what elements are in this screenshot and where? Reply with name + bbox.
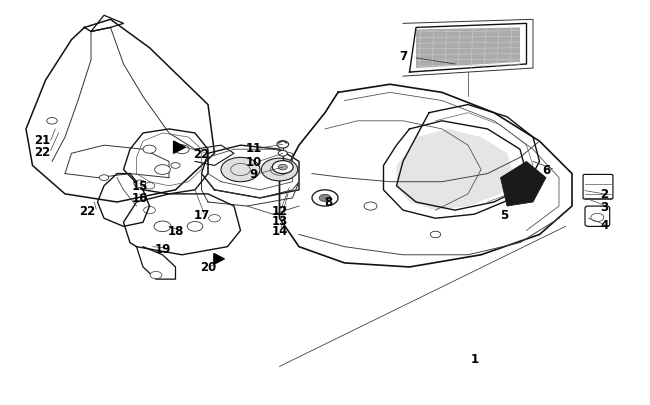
Text: 20: 20 <box>200 261 216 274</box>
Circle shape <box>278 151 287 157</box>
Circle shape <box>261 159 298 181</box>
Text: 9: 9 <box>250 168 257 181</box>
Text: 22: 22 <box>194 147 209 160</box>
Circle shape <box>171 163 180 169</box>
Polygon shape <box>174 142 185 154</box>
Text: 16: 16 <box>131 192 148 205</box>
Text: 22: 22 <box>34 145 51 158</box>
Text: 2: 2 <box>601 188 608 201</box>
FancyBboxPatch shape <box>583 175 613 200</box>
Text: 19: 19 <box>154 243 171 256</box>
Text: 5: 5 <box>500 208 508 221</box>
Polygon shape <box>396 130 514 211</box>
Circle shape <box>312 190 338 207</box>
Text: 13: 13 <box>272 214 287 227</box>
Text: 3: 3 <box>601 200 608 213</box>
Circle shape <box>319 195 331 202</box>
Text: 12: 12 <box>272 204 287 217</box>
Text: 1: 1 <box>471 352 478 365</box>
Text: 22: 22 <box>79 204 96 217</box>
Text: 21: 21 <box>34 133 51 146</box>
Polygon shape <box>214 254 224 264</box>
Circle shape <box>364 202 377 211</box>
Circle shape <box>150 272 162 279</box>
FancyBboxPatch shape <box>585 207 610 227</box>
Circle shape <box>278 165 287 171</box>
Text: 7: 7 <box>399 50 407 63</box>
Text: 10: 10 <box>246 156 261 168</box>
Circle shape <box>143 146 156 154</box>
Text: 4: 4 <box>601 218 608 231</box>
Circle shape <box>272 161 293 174</box>
Circle shape <box>155 165 170 175</box>
Text: 11: 11 <box>246 141 261 154</box>
Polygon shape <box>416 28 520 69</box>
Circle shape <box>47 118 57 125</box>
Circle shape <box>430 232 441 238</box>
Circle shape <box>277 141 289 149</box>
Text: 15: 15 <box>131 180 148 193</box>
Text: 14: 14 <box>271 224 288 237</box>
Text: 17: 17 <box>194 208 209 221</box>
Circle shape <box>144 207 155 214</box>
Circle shape <box>209 215 220 222</box>
Circle shape <box>134 181 146 188</box>
Circle shape <box>187 222 203 232</box>
Circle shape <box>144 183 155 190</box>
Circle shape <box>99 175 109 181</box>
Circle shape <box>154 222 171 232</box>
Circle shape <box>221 158 260 182</box>
Text: 18: 18 <box>167 224 184 237</box>
Polygon shape <box>500 162 546 207</box>
Text: 8: 8 <box>324 196 332 209</box>
Text: 6: 6 <box>542 164 550 177</box>
Circle shape <box>175 145 189 154</box>
